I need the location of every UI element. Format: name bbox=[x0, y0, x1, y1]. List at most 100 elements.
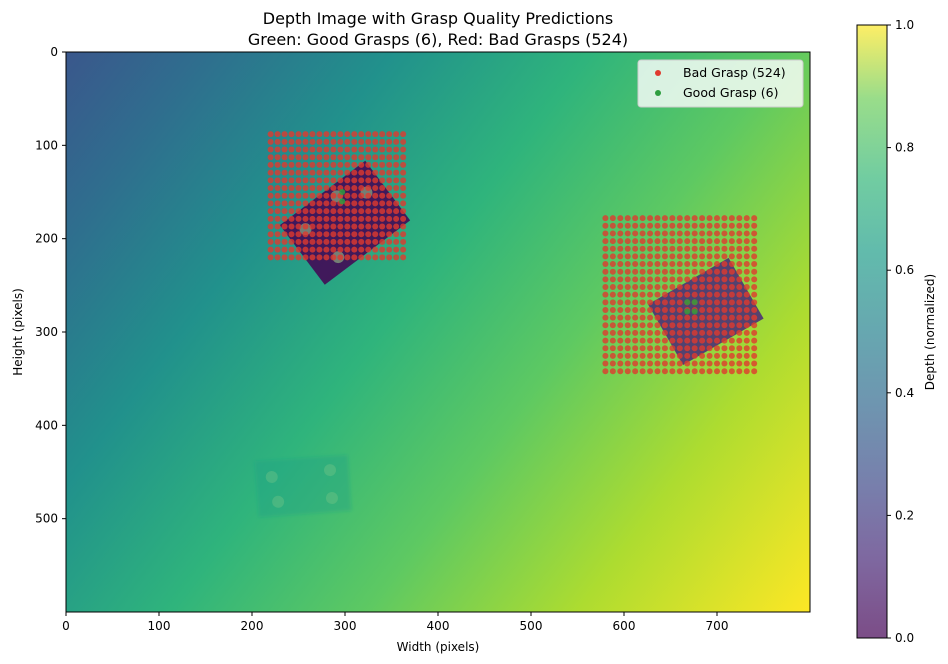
bad-grasp-point bbox=[602, 276, 609, 283]
bad-grasp-point bbox=[309, 161, 316, 168]
bad-grasp-point bbox=[351, 200, 358, 207]
bad-grasp-point bbox=[714, 291, 720, 298]
bad-grasp-point bbox=[372, 154, 379, 161]
bad-grasp-point bbox=[706, 253, 713, 260]
bad-grasp-point bbox=[274, 200, 281, 207]
bad-grasp-point bbox=[337, 177, 344, 184]
bad-grasp-point bbox=[736, 276, 743, 283]
colorbar-tick-label: 0.2 bbox=[895, 508, 914, 522]
bad-grasp-point bbox=[632, 352, 639, 359]
bad-grasp-point bbox=[400, 246, 407, 253]
bad-grasp-point bbox=[661, 337, 668, 344]
bad-grasp-point bbox=[647, 245, 654, 252]
bad-grasp-point bbox=[344, 177, 351, 184]
bad-grasp-point bbox=[706, 337, 713, 344]
bad-grasp-point bbox=[400, 231, 407, 238]
good-grasp-point bbox=[691, 308, 698, 315]
bad-grasp-point bbox=[344, 169, 351, 176]
bad-grasp-point bbox=[721, 360, 728, 367]
bad-grasp-point bbox=[728, 291, 735, 298]
bad-grasp-point bbox=[714, 360, 720, 367]
bad-grasp-point bbox=[372, 200, 379, 207]
bad-grasp-point bbox=[393, 146, 400, 153]
bad-grasp-point bbox=[274, 192, 281, 199]
depth-object-body bbox=[254, 454, 352, 518]
bad-grasp-point bbox=[316, 177, 323, 184]
bad-grasp-point bbox=[379, 154, 386, 161]
bad-grasp-point bbox=[691, 314, 698, 321]
bad-grasp-point bbox=[699, 306, 706, 313]
bad-grasp-point bbox=[691, 261, 698, 268]
bad-grasp-point bbox=[323, 138, 330, 145]
bad-grasp-point bbox=[400, 185, 407, 192]
bad-grasp-point bbox=[358, 192, 365, 199]
good-grasp-point bbox=[339, 198, 346, 205]
bad-grasp-point bbox=[684, 329, 691, 336]
bad-grasp-point bbox=[316, 138, 323, 145]
bad-grasp-point bbox=[309, 231, 316, 238]
bad-grasp-point bbox=[386, 131, 393, 138]
bad-grasp-point bbox=[344, 161, 351, 168]
bad-grasp-point bbox=[295, 208, 302, 215]
bad-grasp-point bbox=[372, 131, 379, 138]
bad-grasp-point bbox=[337, 131, 344, 138]
bad-grasp-point bbox=[639, 268, 646, 275]
bad-grasp-point bbox=[602, 222, 609, 229]
bad-grasp-point bbox=[281, 231, 288, 238]
bad-grasp-point bbox=[699, 360, 706, 367]
bad-grasp-point bbox=[632, 329, 639, 336]
bad-grasp-point bbox=[400, 254, 407, 261]
bad-grasp-point bbox=[706, 306, 713, 313]
bad-grasp-point bbox=[281, 177, 288, 184]
bad-grasp-point bbox=[669, 360, 676, 367]
bad-grasp-point bbox=[400, 161, 407, 168]
bad-grasp-point bbox=[684, 314, 691, 321]
bad-grasp-point bbox=[609, 245, 616, 252]
bad-grasp-point bbox=[302, 154, 309, 161]
bad-grasp-point bbox=[647, 299, 654, 306]
bad-grasp-point bbox=[743, 268, 750, 275]
bad-grasp-point bbox=[351, 246, 358, 253]
bad-grasp-point bbox=[365, 223, 372, 230]
bad-grasp-point bbox=[669, 329, 676, 336]
bad-grasp-point bbox=[330, 215, 337, 222]
bad-grasp-point bbox=[617, 322, 624, 329]
bad-grasp-point bbox=[647, 230, 654, 237]
bad-grasp-point bbox=[736, 345, 743, 352]
bad-grasp-point bbox=[302, 215, 309, 222]
bad-grasp-point bbox=[654, 238, 661, 245]
bad-grasp-point bbox=[669, 238, 676, 245]
bad-grasp-point bbox=[751, 268, 758, 275]
bad-grasp-point bbox=[393, 169, 400, 176]
bad-grasp-point bbox=[617, 299, 624, 306]
bad-grasp-point bbox=[267, 223, 274, 230]
bad-grasp-point bbox=[295, 131, 302, 138]
bad-grasp-point bbox=[330, 238, 337, 245]
bad-grasp-point bbox=[699, 345, 706, 352]
bad-grasp-point bbox=[602, 215, 609, 222]
bad-grasp-point bbox=[379, 177, 386, 184]
bad-grasp-point bbox=[309, 238, 316, 245]
bad-grasp-point bbox=[728, 268, 735, 275]
bad-grasp-point bbox=[639, 314, 646, 321]
bad-grasp-point bbox=[274, 238, 281, 245]
bad-grasp-point bbox=[743, 352, 750, 359]
bad-grasp-point bbox=[288, 161, 295, 168]
bad-grasp-point bbox=[691, 222, 698, 229]
bad-grasp-point bbox=[751, 306, 758, 313]
bad-grasp-point bbox=[351, 146, 358, 153]
bad-grasp-point bbox=[274, 185, 281, 192]
bad-grasp-point bbox=[714, 352, 720, 359]
bad-grasp-point bbox=[654, 345, 661, 352]
bad-grasp-point bbox=[728, 368, 735, 375]
bad-grasp-point bbox=[647, 306, 654, 313]
bad-grasp-point bbox=[691, 329, 698, 336]
bad-grasp-point bbox=[624, 276, 631, 283]
bad-grasp-point bbox=[393, 223, 400, 230]
bad-grasp-point bbox=[393, 215, 400, 222]
bad-grasp-point bbox=[632, 299, 639, 306]
bad-grasp-point bbox=[714, 299, 720, 306]
bad-grasp-point bbox=[751, 230, 758, 237]
chart-subtitle: Green: Good Grasps (6), Red: Bad Grasps … bbox=[248, 30, 628, 49]
